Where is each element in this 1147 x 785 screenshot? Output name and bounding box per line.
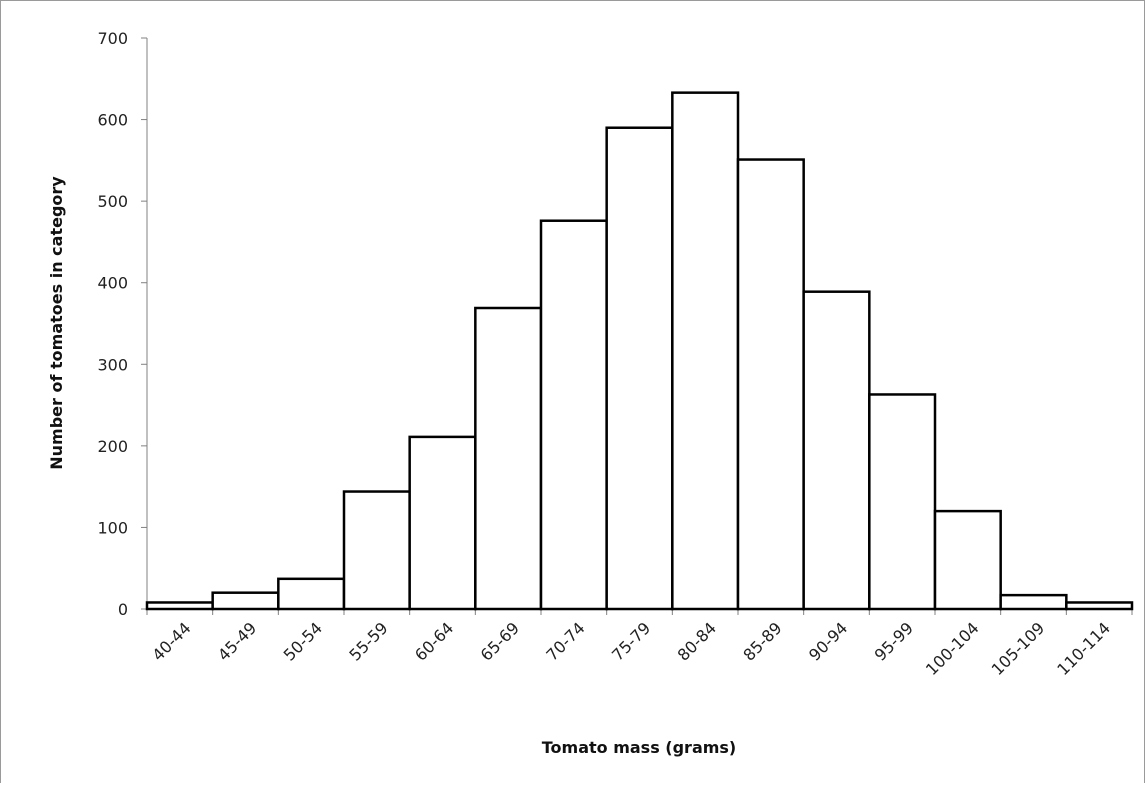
bar-40-44 bbox=[145, 601, 214, 611]
x-axis: 40-44 45-49 50-54 55-59 60-64 65-69 70-74 75-79… bbox=[146, 608, 1133, 679]
x-tick-label: 85-89 bbox=[739, 618, 785, 664]
x-tick-label: 105-109 bbox=[988, 618, 1049, 679]
bar-100-104 bbox=[933, 509, 1002, 611]
x-tick-label: 55-59 bbox=[345, 618, 391, 664]
y-tick-label: 500 bbox=[97, 192, 128, 211]
x-tick-label: 100-104 bbox=[922, 618, 983, 679]
y-tick-label: 400 bbox=[97, 274, 128, 293]
bar-105-109 bbox=[999, 593, 1068, 611]
x-tick-label: 70-74 bbox=[542, 618, 588, 664]
x-tick-label: 40-44 bbox=[148, 618, 194, 664]
bar-65-69 bbox=[474, 306, 543, 611]
y-tick-label: 200 bbox=[97, 437, 128, 456]
bar-60-64 bbox=[408, 435, 477, 611]
x-tick-label: 80-84 bbox=[674, 618, 720, 664]
x-tick-label: 65-69 bbox=[477, 618, 523, 664]
y-tick-label: 700 bbox=[97, 29, 128, 48]
x-tick-label: 75-79 bbox=[608, 618, 654, 664]
bar-75-79 bbox=[605, 126, 674, 611]
x-tick-label: 110-114 bbox=[1053, 618, 1114, 679]
x-tick-label: 45-49 bbox=[214, 618, 260, 664]
bar-95-99 bbox=[868, 393, 937, 611]
bar-55-59 bbox=[342, 490, 411, 611]
x-axis-title: Tomato mass (grams) bbox=[542, 738, 737, 757]
y-axis-title: Number of tomatoes in category bbox=[47, 176, 66, 470]
x-tick-label: 90-94 bbox=[805, 618, 851, 664]
x-tick-label: 50-54 bbox=[280, 618, 326, 664]
y-tick-label: 100 bbox=[97, 518, 128, 537]
bar-90-94 bbox=[802, 290, 871, 611]
x-tick-label: 60-64 bbox=[411, 618, 457, 664]
y-tick-label: 300 bbox=[97, 355, 128, 374]
bar-70-74 bbox=[539, 219, 608, 611]
bar-45-49 bbox=[211, 591, 280, 611]
x-tick-label: 95-99 bbox=[871, 618, 917, 664]
bar-110-114 bbox=[1065, 601, 1134, 611]
y-axis: 0 100 200 300 400 500 600 700 bbox=[97, 29, 148, 619]
y-tick-label: 0 bbox=[118, 600, 128, 619]
bars bbox=[145, 91, 1134, 611]
bar-50-54 bbox=[277, 577, 346, 611]
y-tick-label: 600 bbox=[97, 111, 128, 130]
bar-85-89 bbox=[736, 158, 805, 611]
bar-80-84 bbox=[671, 91, 740, 611]
